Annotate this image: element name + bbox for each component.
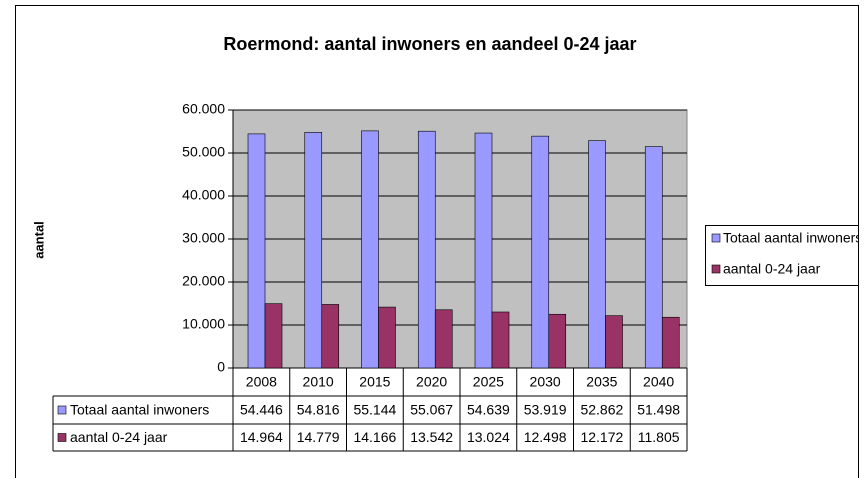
bar: [661, 316, 680, 369]
table-cell: 13.024: [467, 429, 510, 445]
table-cell: 55.144: [353, 402, 396, 418]
table-row-label: Totaal aantal inwoners: [70, 402, 209, 418]
table-cell: 13.542: [410, 429, 453, 445]
table-cell: 12.172: [580, 429, 623, 445]
table-cell: 11.805: [638, 429, 680, 445]
y-tick-label: 50.000: [182, 144, 225, 160]
bar: [644, 146, 663, 369]
bar: [605, 315, 623, 369]
table-cell: 52.862: [580, 402, 623, 418]
table-cell: 55.067: [410, 402, 453, 418]
x-tick-label: 2040: [643, 374, 674, 390]
y-tick-label: 40.000: [182, 187, 225, 203]
table-row-label: aantal 0-24 jaar: [70, 429, 168, 445]
y-axis-label: aantal: [31, 221, 46, 259]
x-tick-label: 2008: [246, 374, 277, 390]
legend-label: aantal 0-24 jaar: [723, 261, 821, 277]
y-tick-label: 30.000: [182, 230, 225, 246]
bar: [588, 140, 606, 369]
bar: [491, 311, 510, 369]
legend-box: [705, 225, 858, 286]
legend: Totaal aantal inwoners aantal 0-24 jaar: [705, 225, 862, 286]
table-cell: 54.816: [297, 402, 340, 418]
bar: [264, 303, 283, 369]
table-cell: 54.446: [240, 402, 283, 418]
bar: [378, 306, 396, 369]
x-tick-label: 2025: [473, 374, 504, 390]
y-tick-label: 60.000: [182, 101, 225, 117]
table-cell: 54.639: [467, 402, 510, 418]
y-tick-label: 10.000: [182, 316, 225, 332]
table-cell: 14.964: [240, 429, 283, 445]
bar: [474, 132, 493, 369]
legend-label: Totaal aantal inwoners: [723, 230, 862, 246]
table-cell: 14.779: [297, 429, 340, 445]
bar: [247, 133, 266, 369]
table-legend-key: [57, 433, 67, 442]
chart-title: Roermond: aantal inwoners en aandeel 0-2…: [223, 34, 636, 54]
bar: [548, 313, 567, 369]
x-tick-label: 2020: [416, 374, 447, 390]
bar: [321, 304, 340, 369]
table-cell: 12.498: [524, 429, 567, 445]
x-tick-label: 2035: [586, 374, 617, 390]
legend-key: [711, 264, 721, 274]
bar: [434, 309, 453, 369]
bar: [304, 131, 323, 369]
table-cell: 51.498: [637, 402, 680, 418]
bar: [531, 135, 550, 369]
y-tick-label: 20.000: [182, 273, 225, 289]
x-tick-label: 2015: [359, 374, 390, 390]
y-tick-label: 0: [217, 359, 225, 375]
bar: [417, 130, 436, 369]
table-cell: 14.166: [353, 429, 396, 445]
table-legend-key: [57, 405, 67, 415]
x-tick-label: 2030: [530, 374, 561, 390]
table-cell: 53.919: [524, 402, 567, 418]
x-tick-label: 2010: [303, 374, 334, 390]
bar: [361, 130, 379, 369]
legend-key: [711, 233, 721, 243]
